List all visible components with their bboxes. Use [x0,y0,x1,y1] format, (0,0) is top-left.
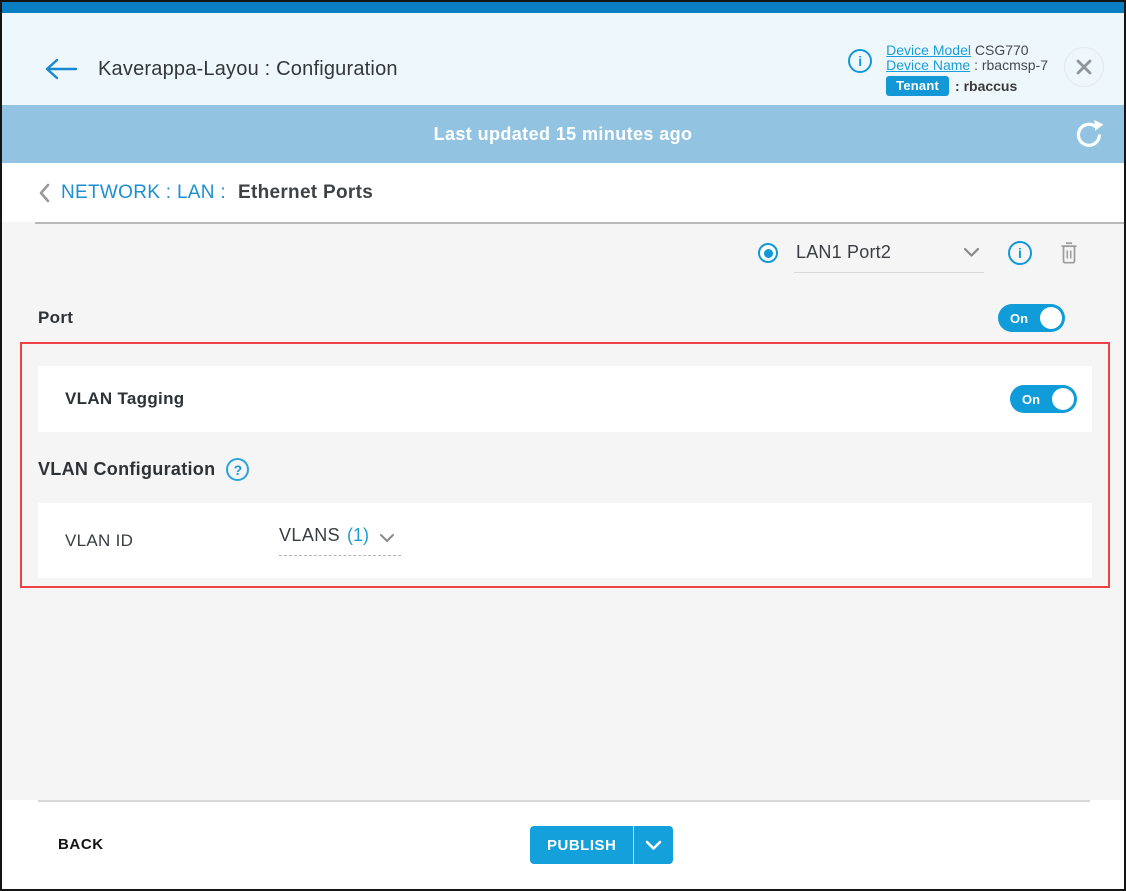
footer: BACK PUBLISH [2,800,1124,889]
publish-button[interactable]: PUBLISH [530,826,634,864]
chevron-down-icon [380,533,395,542]
port-label: Port [38,308,74,327]
page-title: Kaverappa-Layou : Configuration [98,58,398,80]
vlan-tagging-row: VLAN Tagging On [38,366,1092,432]
breadcrumb-chevron-icon[interactable] [38,182,51,204]
top-accent-strip [2,2,1124,13]
toggle-knob [1040,307,1062,329]
delete-port-icon[interactable] [1058,240,1080,266]
publish-split-button: PUBLISH [530,826,674,864]
device-details: Device Model CSG770 Device Name : rbacms… [886,43,1048,96]
back-button[interactable]: BACK [58,836,104,853]
publish-options-button[interactable] [633,826,674,864]
vlan-tagging-toggle[interactable]: On [1010,385,1077,413]
toggle-state-label: On [1022,391,1041,407]
chevron-down-icon [646,840,662,850]
port-select-value: LAN1 Port2 [796,242,892,262]
port-select-dropdown[interactable]: LAN1 Port2 [794,233,984,273]
device-name-line: Device Name : rbacmsp-7 [886,58,1048,73]
device-info-panel: i Device Model CSG770 Device Name : rbac… [848,43,1104,96]
highlight-annotation-box: VLAN Tagging On VLAN Configuration ? VLA… [20,342,1110,588]
vlan-id-row: VLAN ID VLANS (1) [38,503,1092,578]
chevron-down-icon [963,247,980,257]
device-model-line: Device Model CSG770 [886,43,1048,58]
vlan-id-label: VLAN ID [65,530,134,550]
toggle-knob [1052,388,1074,410]
back-arrow-icon[interactable] [44,57,78,86]
breadcrumb-current: Ethernet Ports [237,181,374,203]
toggle-state-label: On [1010,310,1029,326]
vlan-configuration-title: VLAN Configuration [38,459,216,479]
port-row: Port On [38,298,1065,338]
help-icon[interactable]: ? [226,458,250,481]
port-toggle[interactable]: On [998,304,1065,332]
tenant-line: Tenant : rbaccus [886,76,1048,96]
radio-dot [763,248,773,258]
breadcrumb: NETWORK : LAN : Ethernet Ports [2,163,1124,222]
vlans-count: (1) [347,525,370,545]
breadcrumb-parent-link[interactable]: NETWORK : LAN : [61,181,226,203]
close-button[interactable] [1064,47,1104,87]
device-name-link[interactable]: Device Name [886,57,971,73]
refresh-icon[interactable] [1074,119,1104,154]
tenant-value: : rbaccus [955,77,1018,94]
vlans-value: VLANS [279,525,341,545]
footer-divider [38,800,1090,802]
tenant-badge: Tenant [886,76,950,96]
info-icon[interactable]: i [1008,241,1032,265]
vlan-tagging-label: VLAN Tagging [65,389,185,408]
info-icon[interactable]: i [848,49,873,73]
vlans-dropdown[interactable]: VLANS (1) [279,525,402,556]
port-selector-row: LAN1 Port2 i [758,232,1080,274]
device-model-link[interactable]: Device Model [886,42,971,58]
close-icon [1076,59,1092,75]
content-area: LAN1 Port2 i Port On VLAN Tagging On VLA… [2,222,1124,800]
content-divider [35,222,1124,224]
status-bar: Last updated 15 minutes ago [2,105,1124,163]
last-updated-text: Last updated 15 minutes ago [433,123,693,144]
port-radio-selected[interactable] [758,243,778,263]
vlan-configuration-heading: VLAN Configuration ? [38,458,250,481]
device-model-value: CSG770 [974,42,1029,58]
header: Kaverappa-Layou : Configuration i Device… [2,13,1124,105]
device-name-value: : rbacmsp-7 [974,57,1048,73]
